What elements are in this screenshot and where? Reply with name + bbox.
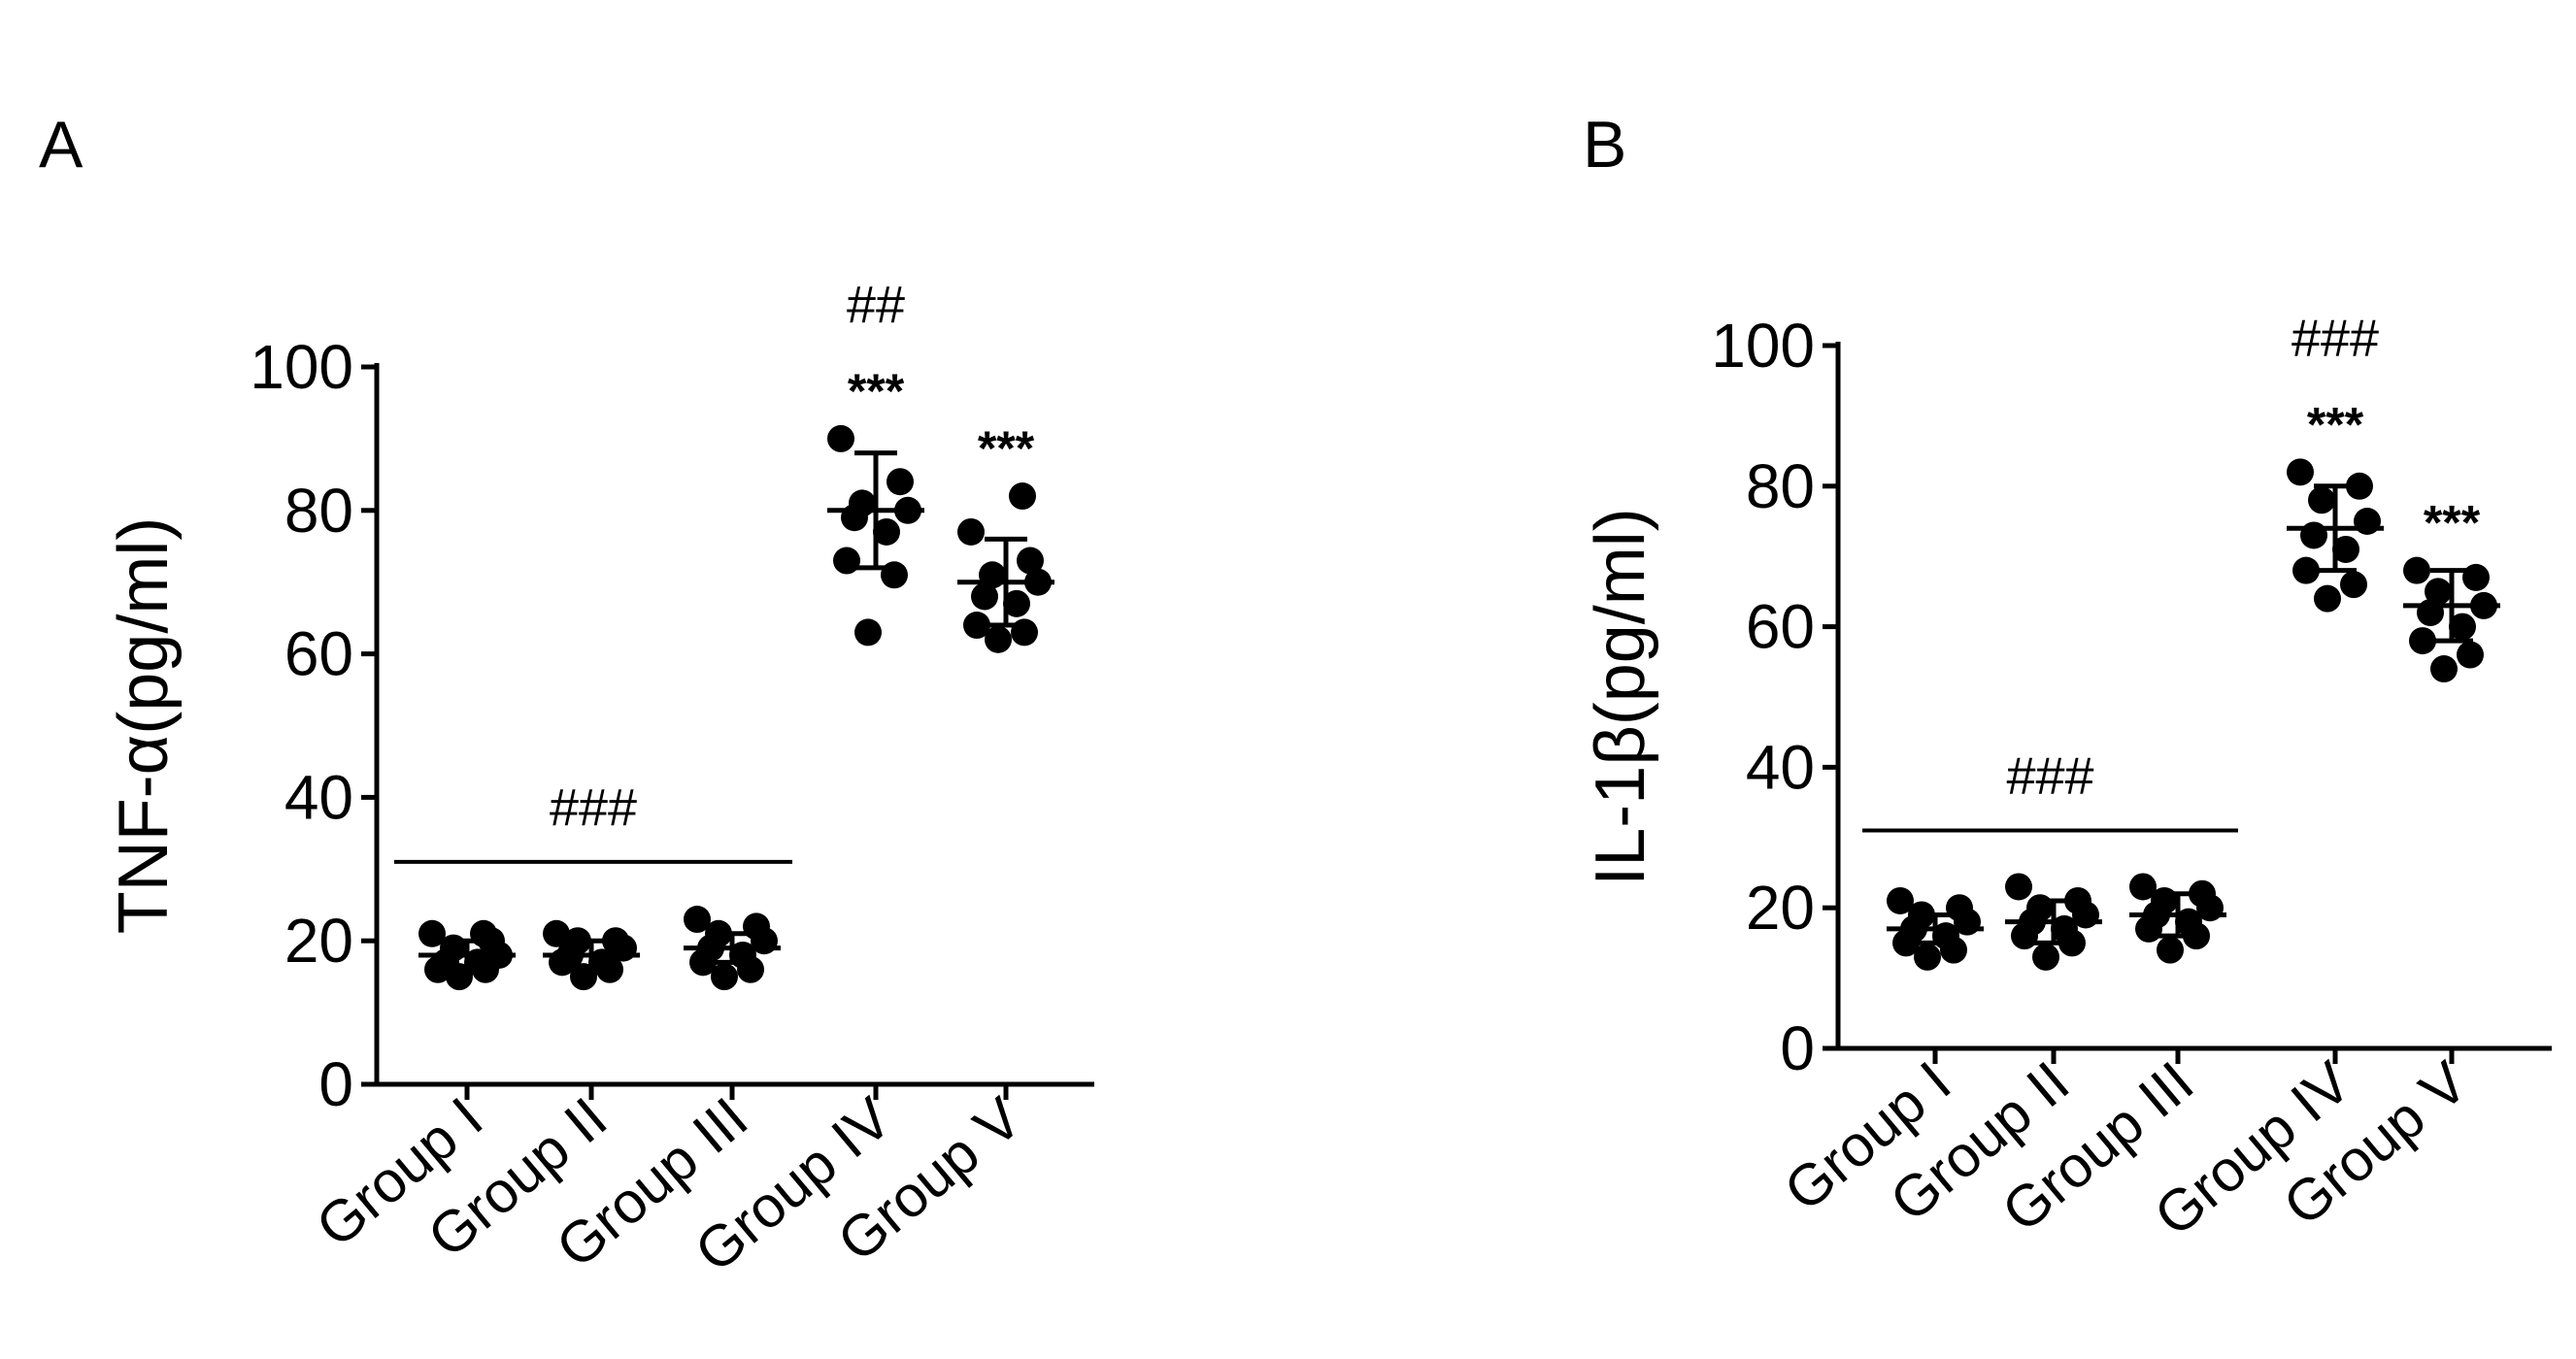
panel-label: B (1583, 108, 1626, 182)
data-point (2409, 627, 2436, 655)
data-point (957, 517, 985, 546)
data-point (1003, 589, 1030, 617)
data-point (543, 919, 570, 947)
y-tick-label: 80 (1746, 451, 1815, 521)
y-tick-label: 0 (318, 1049, 353, 1119)
data-point (1946, 894, 1973, 922)
data-point (827, 424, 854, 452)
y-tick-label: 40 (284, 762, 353, 832)
data-point (2032, 943, 2059, 971)
y-axis-title: IL-1β(pg/ml) (1582, 508, 1659, 886)
data-point (2430, 655, 2458, 683)
significance-stars: *** (978, 421, 1035, 476)
data-point (2064, 886, 2091, 914)
significance-stars: *** (2424, 496, 2481, 550)
y-axis-title: TNF-α(pg/ml) (105, 517, 183, 935)
y-tick-label: 20 (1746, 873, 1815, 943)
data-point (833, 547, 860, 575)
significance-stars: *** (848, 364, 905, 418)
bracket-significance-label: ### (2006, 747, 2093, 806)
data-point (854, 618, 882, 646)
data-point (2189, 879, 2216, 908)
data-point (2457, 641, 2484, 669)
significance-stars: *** (2307, 397, 2364, 451)
y-tick-label: 60 (1746, 592, 1815, 662)
data-point (2462, 563, 2490, 591)
data-point (602, 927, 629, 955)
y-tick-label: 60 (284, 619, 353, 689)
y-tick-label: 40 (1746, 732, 1815, 802)
y-tick-label: 100 (250, 332, 353, 402)
data-point (2346, 472, 2373, 500)
data-point (985, 625, 1012, 653)
data-point (971, 582, 998, 611)
y-tick-label: 0 (1780, 1013, 1815, 1083)
data-point (684, 906, 711, 934)
data-point (2354, 508, 2381, 535)
data-point (873, 517, 900, 546)
data-point (2005, 873, 2032, 901)
data-point (887, 468, 914, 496)
data-point (2026, 894, 2054, 922)
y-tick-label: 20 (284, 906, 353, 976)
data-point (2332, 535, 2359, 563)
data-point (1887, 886, 1914, 914)
data-point (1914, 943, 1941, 971)
data-point (2287, 458, 2314, 486)
data-point (2340, 571, 2367, 599)
data-point (418, 919, 446, 947)
data-point (2292, 556, 2320, 584)
data-point (1017, 547, 1044, 575)
data-point (711, 963, 738, 991)
data-point (2308, 486, 2335, 514)
data-point (1009, 482, 1036, 511)
data-point (963, 612, 990, 640)
data-point (2403, 556, 2430, 584)
y-tick-label: 80 (284, 476, 353, 546)
significance-hashes: ### (2292, 309, 2379, 367)
data-point (2449, 613, 2476, 641)
y-tick-label: 100 (1711, 311, 1815, 381)
significance-hashes: ## (847, 276, 905, 334)
data-point (2129, 873, 2157, 901)
bracket-significance-label: ### (550, 779, 637, 837)
data-point (2425, 578, 2452, 606)
data-point (2300, 521, 2327, 549)
data-point (2157, 936, 2184, 964)
data-point (2314, 584, 2341, 613)
panel-label: A (39, 108, 84, 182)
